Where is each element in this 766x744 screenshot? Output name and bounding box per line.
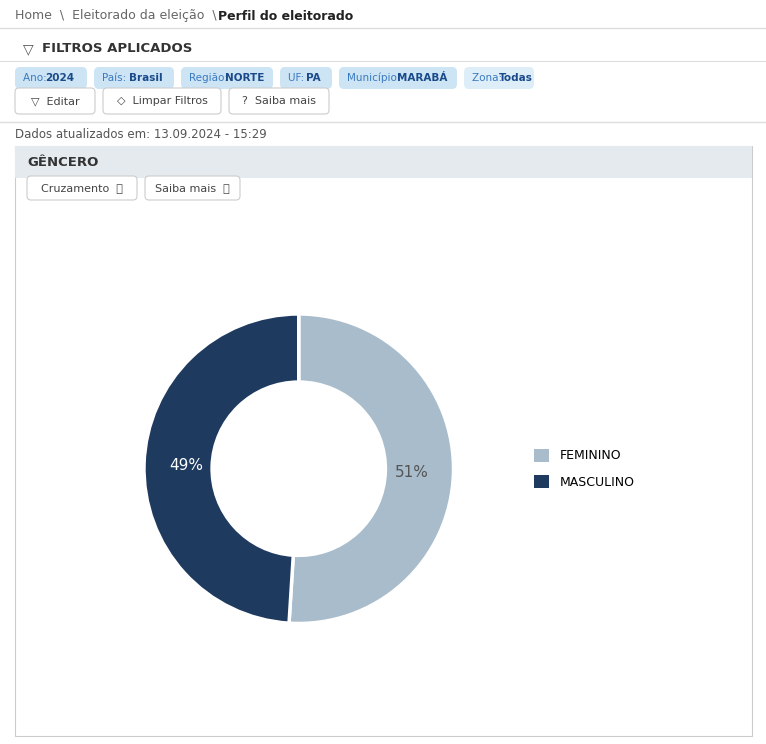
Text: Perfil do eleitorado: Perfil do eleitorado <box>218 10 353 22</box>
Text: ▽: ▽ <box>23 42 33 56</box>
FancyBboxPatch shape <box>181 67 273 89</box>
Text: NORTE: NORTE <box>225 73 264 83</box>
Text: FILTROS APLICADOS: FILTROS APLICADOS <box>42 42 192 56</box>
Text: ▽  Editar: ▽ Editar <box>31 96 80 106</box>
Text: Cruzamento  🔍: Cruzamento 🔍 <box>41 183 123 193</box>
FancyBboxPatch shape <box>15 146 752 736</box>
Wedge shape <box>144 314 299 623</box>
FancyBboxPatch shape <box>280 67 332 89</box>
Text: GÊNCERO: GÊNCERO <box>27 155 98 168</box>
FancyBboxPatch shape <box>15 146 752 178</box>
Text: MARABÁ: MARABÁ <box>397 73 447 83</box>
Text: Saiba mais  ⓘ: Saiba mais ⓘ <box>155 183 230 193</box>
Text: Ano:: Ano: <box>23 73 50 83</box>
FancyBboxPatch shape <box>229 88 329 114</box>
Text: ◇  Limpar Filtros: ◇ Limpar Filtros <box>116 96 208 106</box>
Text: País:: País: <box>102 73 129 83</box>
FancyBboxPatch shape <box>15 67 87 89</box>
Text: UF:: UF: <box>288 73 307 83</box>
FancyBboxPatch shape <box>94 67 174 89</box>
FancyBboxPatch shape <box>27 176 137 200</box>
Text: 51%: 51% <box>394 465 429 480</box>
Text: Todas: Todas <box>499 73 533 83</box>
FancyBboxPatch shape <box>15 88 95 114</box>
FancyBboxPatch shape <box>145 176 240 200</box>
FancyBboxPatch shape <box>103 88 221 114</box>
Text: Município:: Município: <box>347 73 404 83</box>
Text: Brasil: Brasil <box>129 73 162 83</box>
Text: 2024: 2024 <box>45 73 74 83</box>
Legend: FEMININO, MASCULINO: FEMININO, MASCULINO <box>529 444 640 493</box>
Text: 49%: 49% <box>169 458 203 472</box>
FancyBboxPatch shape <box>339 67 457 89</box>
Text: Zona:: Zona: <box>472 73 506 83</box>
Text: ?  Saiba mais: ? Saiba mais <box>242 96 316 106</box>
Text: Home  \  Eleitorado da eleição  \: Home \ Eleitorado da eleição \ <box>15 10 224 22</box>
Text: Região:: Região: <box>189 73 231 83</box>
Text: Dados atualizados em: 13.09.2024 - 15:29: Dados atualizados em: 13.09.2024 - 15:29 <box>15 127 267 141</box>
Wedge shape <box>289 314 453 623</box>
Text: PA: PA <box>306 73 321 83</box>
FancyBboxPatch shape <box>464 67 534 89</box>
